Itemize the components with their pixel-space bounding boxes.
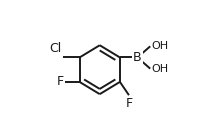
Text: OH: OH — [151, 64, 169, 74]
Text: B: B — [133, 51, 142, 64]
Text: Cl: Cl — [49, 42, 61, 55]
Text: F: F — [125, 97, 132, 110]
Text: F: F — [57, 75, 64, 88]
Text: OH: OH — [151, 41, 169, 51]
